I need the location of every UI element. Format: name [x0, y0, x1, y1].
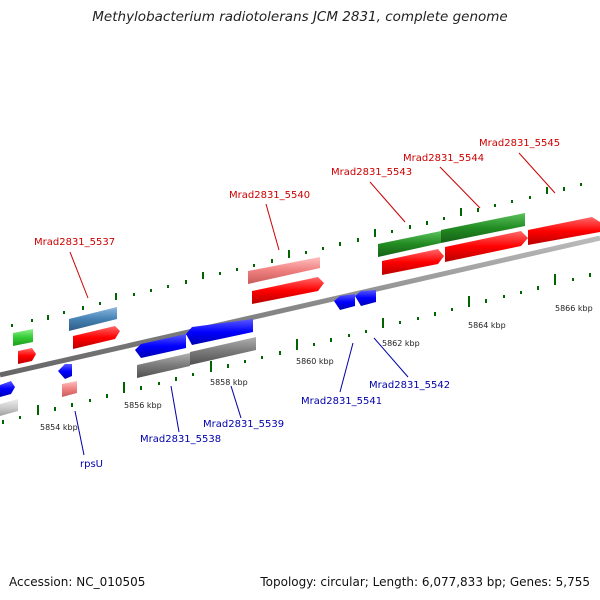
- scale-tick-label: 5862 kbp: [382, 339, 420, 348]
- gene-feature-mrad2831-5543[interactable]: [378, 231, 441, 257]
- gene-feature-mrad2831-5544[interactable]: [441, 213, 525, 243]
- scale-tick-label: 5854 kbp: [40, 423, 78, 432]
- gene-feature[interactable]: [13, 329, 33, 346]
- gene-feature[interactable]: [382, 249, 444, 275]
- gene-feature[interactable]: [445, 231, 528, 262]
- upper-tick-row: [11, 183, 582, 327]
- scale-tick-label: 5860 kbp: [296, 357, 334, 366]
- gene-feature-mrad2831-5545[interactable]: [528, 217, 600, 245]
- gene-label-bottom[interactable]: Mrad2831_5542: [369, 380, 450, 391]
- gene-feature[interactable]: [190, 337, 256, 365]
- gene-feature-mrad2831-5539[interactable]: [186, 319, 253, 345]
- genome-summary-text: Topology: circular; Length: 6,077,833 bp…: [260, 575, 590, 589]
- map-title: Methylobacterium radiotolerans JCM 2831,…: [92, 9, 508, 25]
- gene-feature-mrad2831-5538[interactable]: [135, 334, 186, 358]
- gene-label-top[interactable]: Mrad2831_5540: [229, 190, 310, 201]
- gene-label-top[interactable]: Mrad2831_5543: [331, 167, 412, 178]
- gene-feature-mrad2831-5541[interactable]: [334, 294, 355, 310]
- gene-label-bottom[interactable]: Mrad2831_5541: [301, 396, 382, 407]
- genome-backbone: [0, 235, 600, 378]
- gene-feature[interactable]: [137, 353, 190, 378]
- lower-tick-row: [2, 273, 591, 424]
- gene-label-bottom[interactable]: Mrad2831_5539: [203, 419, 284, 430]
- scale-tick-label: 5858 kbp: [210, 378, 248, 387]
- gene-label-top[interactable]: Mrad2831_5544: [403, 153, 484, 164]
- gene-feature[interactable]: [18, 348, 36, 364]
- gene-feature-mrad2831-5542[interactable]: [355, 290, 376, 306]
- scale-tick-label: 5866 kbp: [555, 304, 593, 313]
- accession-text: Accession: NC_010505: [9, 575, 146, 589]
- gene-feature[interactable]: [73, 326, 120, 349]
- scale-tick-label: 5864 kbp: [468, 321, 506, 330]
- label-leader-lines-top: [69, 152, 556, 299]
- label-leader-lines-bottom: [74, 337, 409, 456]
- gene-feature-mrad2831-5540[interactable]: [248, 257, 320, 284]
- gene-feature-rpsu[interactable]: [58, 364, 72, 379]
- gene-feature-mrad2831-5537[interactable]: [69, 307, 117, 331]
- gene-label-top[interactable]: Mrad2831_5545: [479, 138, 560, 149]
- gene-feature[interactable]: [252, 277, 324, 304]
- gene-feature[interactable]: [0, 399, 18, 416]
- gene-feature[interactable]: [0, 381, 15, 397]
- scale-tick-label: 5856 kbp: [124, 401, 162, 410]
- gene-label-top[interactable]: Mrad2831_5537: [34, 237, 115, 248]
- gene-feature[interactable]: [62, 381, 77, 397]
- gene-label-bottom[interactable]: rpsU: [80, 459, 103, 470]
- gene-label-bottom[interactable]: Mrad2831_5538: [140, 434, 221, 445]
